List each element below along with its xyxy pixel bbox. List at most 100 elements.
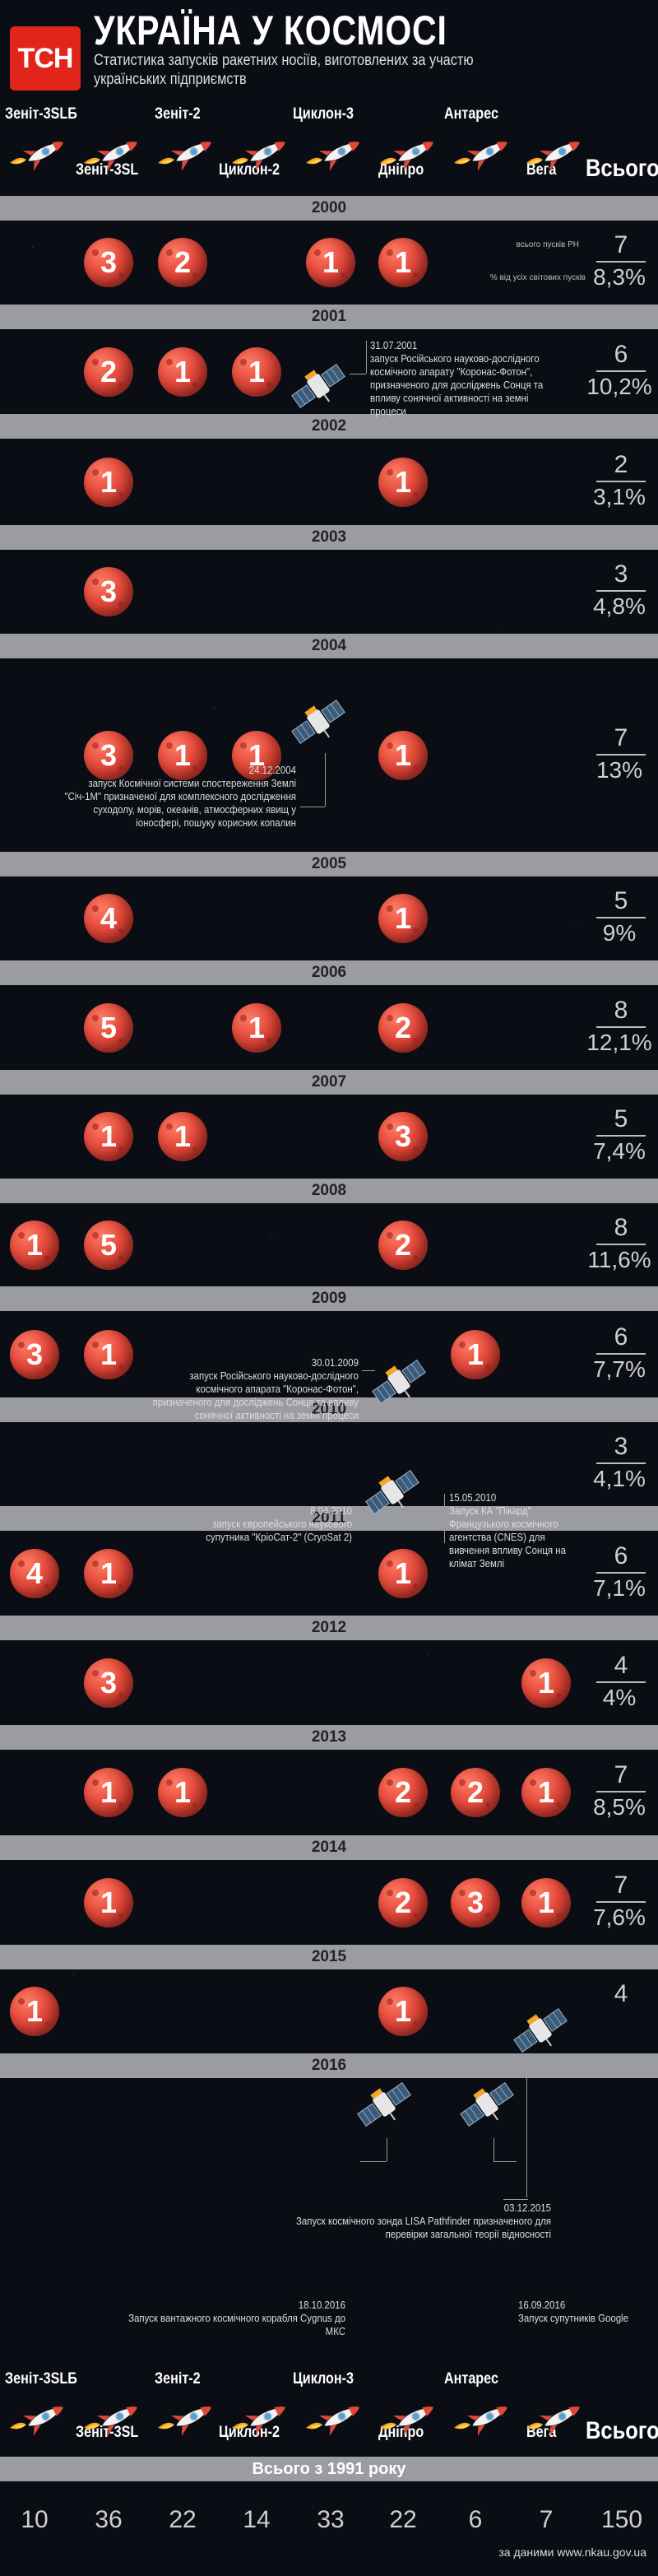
- rocket-icon: [84, 2406, 137, 2436]
- satellite-icon: [372, 1360, 426, 1404]
- year-total-divider: [596, 1243, 646, 1245]
- connector-line: [366, 341, 367, 374]
- year-percent-world: 13%: [595, 756, 643, 783]
- connector-line: [444, 1494, 445, 1543]
- year-percent-world: 3,1%: [593, 483, 646, 509]
- year-total-launches: 7: [614, 1871, 628, 1899]
- since-1991-total: 10: [21, 2506, 49, 2533]
- year-percent-world: 9%: [602, 920, 637, 946]
- rocket-label-bottom: Зеніт-3SL: [76, 161, 139, 179]
- rocket-icon: [380, 2406, 433, 2436]
- year-total-divider: [596, 261, 646, 263]
- launch-count-planet: 1: [84, 457, 133, 507]
- satellite-icon: [513, 2008, 568, 2053]
- launch-count-planet: 2: [158, 238, 207, 287]
- launch-count-planet: 1: [232, 730, 281, 780]
- launch-count-planet: 4: [84, 894, 133, 943]
- year-band: 2011: [0, 1506, 658, 1531]
- launch-count-planet: 2: [84, 346, 133, 397]
- year-band: 2004: [0, 634, 658, 658]
- total-label: Всього: [586, 155, 658, 182]
- satellite-icon: [291, 364, 345, 408]
- satellite-icon: [291, 700, 345, 744]
- year-total-launches: 3: [614, 1433, 628, 1460]
- launch-count-planet: 3: [10, 1329, 59, 1379]
- launch-count-planet: 3: [451, 1877, 500, 1927]
- launch-count-planet: 1: [158, 730, 207, 780]
- launch-count-planet: 1: [158, 1768, 207, 1817]
- since-1991-label: Всього з 1991 року: [252, 2460, 406, 2478]
- launch-count-planet: 1: [158, 346, 207, 397]
- since-1991-total: 7: [539, 2506, 554, 2533]
- rocket-label-top: Циклон-3: [293, 2370, 354, 2388]
- connector-line: [325, 753, 326, 807]
- year-percent-world: 7,6%: [593, 1904, 646, 1930]
- launch-count-planet: 2: [378, 1002, 428, 1053]
- rocket-label-top: Циклон-3: [293, 105, 354, 123]
- rocket-icon: [526, 142, 580, 171]
- year-total-launches: 4: [614, 1980, 628, 2007]
- year-total-divider: [596, 1135, 646, 1137]
- launch-count-planet: 1: [84, 1877, 133, 1927]
- year-band: 2010: [0, 1397, 658, 1422]
- data-source: за даними www.nkau.gov.ua: [498, 2546, 646, 2559]
- connector-line: [526, 2062, 527, 2197]
- rocket-label-top: Зеніт-3SLБ: [5, 2370, 77, 2388]
- year-total-launches: 2: [614, 450, 628, 478]
- year-band: 2006: [0, 960, 658, 985]
- launch-count-planet: 2: [451, 1768, 500, 1817]
- launch-count-planet: 3: [84, 567, 133, 616]
- launch-count-planet: 1: [521, 1658, 571, 1708]
- rocket-icon: [158, 2406, 211, 2436]
- launch-count-planet: 1: [378, 894, 428, 943]
- year-percent-world: 4%: [602, 1684, 637, 1710]
- launch-count-planet: 1: [378, 457, 428, 507]
- year-total-divider: [596, 1571, 646, 1574]
- event-note: 18.10.2016 Запуск вантажного космічного к…: [128, 2299, 345, 2337]
- rocket-icon: [10, 142, 63, 171]
- rocket-icon: [526, 2406, 580, 2436]
- year-band: 2009: [0, 1286, 658, 1311]
- year-total-launches: 5: [614, 887, 628, 914]
- rocket-label-top: Антарес: [444, 2370, 498, 2388]
- connector-line: [362, 1370, 375, 1371]
- year-total-divider: [596, 1025, 646, 1028]
- year-band: 2008: [0, 1179, 658, 1203]
- launch-count-planet: 5: [84, 1002, 133, 1053]
- event-note: 03.12.2015 Запуск космічного зонда LISA P…: [295, 2202, 551, 2240]
- launch-count-planet: 1: [232, 346, 281, 397]
- year-total-divider: [596, 370, 646, 372]
- event-note: 30.01.2009 запуск Російського науково-дос…: [152, 1356, 359, 1421]
- launch-count-planet: 2: [378, 1220, 428, 1270]
- launch-count-planet: 3: [378, 1112, 428, 1161]
- launch-count-planet: 3: [84, 1658, 133, 1708]
- year-band: 2003: [0, 525, 658, 550]
- year-band: 2016: [0, 2053, 658, 2078]
- launch-count-planet: 1: [84, 1329, 133, 1379]
- event-note: 31.07.2001 запуск Російського науково-дос…: [370, 339, 544, 417]
- year-percent-world: 8,3%: [593, 264, 646, 290]
- launch-count-planet: 1: [232, 1002, 281, 1053]
- launch-count-planet: 1: [378, 1987, 428, 2036]
- year-total-launches: 7: [614, 723, 628, 751]
- legend-launches-label: всього пусків РН: [516, 240, 579, 249]
- launch-count-planet: 5: [84, 1220, 133, 1270]
- launch-count-planet: 2: [378, 1768, 428, 1817]
- year-total-launches: 5: [614, 1105, 628, 1132]
- connector-line: [494, 2161, 517, 2162]
- connector-line: [503, 2199, 528, 2200]
- launch-count-planet: 1: [521, 1768, 571, 1817]
- rocket-icon: [232, 2406, 285, 2436]
- launch-count-planet: 1: [378, 238, 428, 287]
- year-percent-world: 7,1%: [593, 1574, 646, 1601]
- launch-count-planet: 3: [84, 730, 133, 780]
- year-total-launches: 6: [614, 1323, 628, 1351]
- rocket-label-bottom: Вега: [526, 161, 557, 179]
- connector-line: [360, 2161, 387, 2162]
- since-1991-band: [0, 2457, 658, 2481]
- rocket-icon: [232, 142, 285, 171]
- satellite-icon: [460, 2082, 514, 2127]
- rocket-label-top: Антарес: [444, 105, 498, 123]
- page-title: УКРАЇНА У КОСМОСІ: [94, 7, 447, 53]
- year-percent-world: 10,2%: [586, 373, 652, 399]
